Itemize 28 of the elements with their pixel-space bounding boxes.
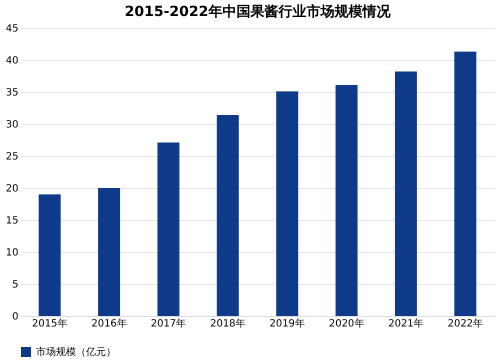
y-tick-label: 10: [6, 248, 18, 258]
bar: [38, 194, 61, 316]
x-tick-label: 2018年: [210, 318, 246, 330]
y-tick-label: 20: [6, 184, 18, 194]
y-tick-label: 15: [6, 216, 18, 226]
bar: [216, 115, 239, 316]
x-tick-label: 2019年: [269, 318, 305, 330]
x-tick-label: 2016年: [91, 318, 127, 330]
chart-title: 2015-2022年中国果酱行业市场规模情况: [124, 3, 392, 20]
x-tick-label: 2022年: [448, 318, 484, 330]
y-tick-label: 30: [6, 120, 18, 130]
bar: [98, 188, 120, 316]
x-tick-label: 2017年: [150, 318, 186, 330]
bar: [336, 84, 358, 316]
y-tick-label: 35: [6, 88, 18, 98]
bar: [454, 52, 476, 316]
bar: [157, 142, 180, 316]
legend-label: 市场规模（亿元）: [36, 346, 116, 358]
x-tick-label: 2020年: [328, 318, 364, 330]
y-tick-label: 5: [12, 280, 18, 290]
x-tick-label: 2015年: [32, 318, 68, 330]
y-tick-label: 45: [6, 24, 18, 34]
y-tick-label: 25: [6, 152, 18, 162]
bar: [276, 91, 298, 316]
x-tick-label: 2021年: [388, 318, 424, 330]
y-tick-label: 40: [6, 56, 18, 66]
y-tick-label: 0: [12, 312, 18, 322]
bar: [394, 72, 417, 316]
